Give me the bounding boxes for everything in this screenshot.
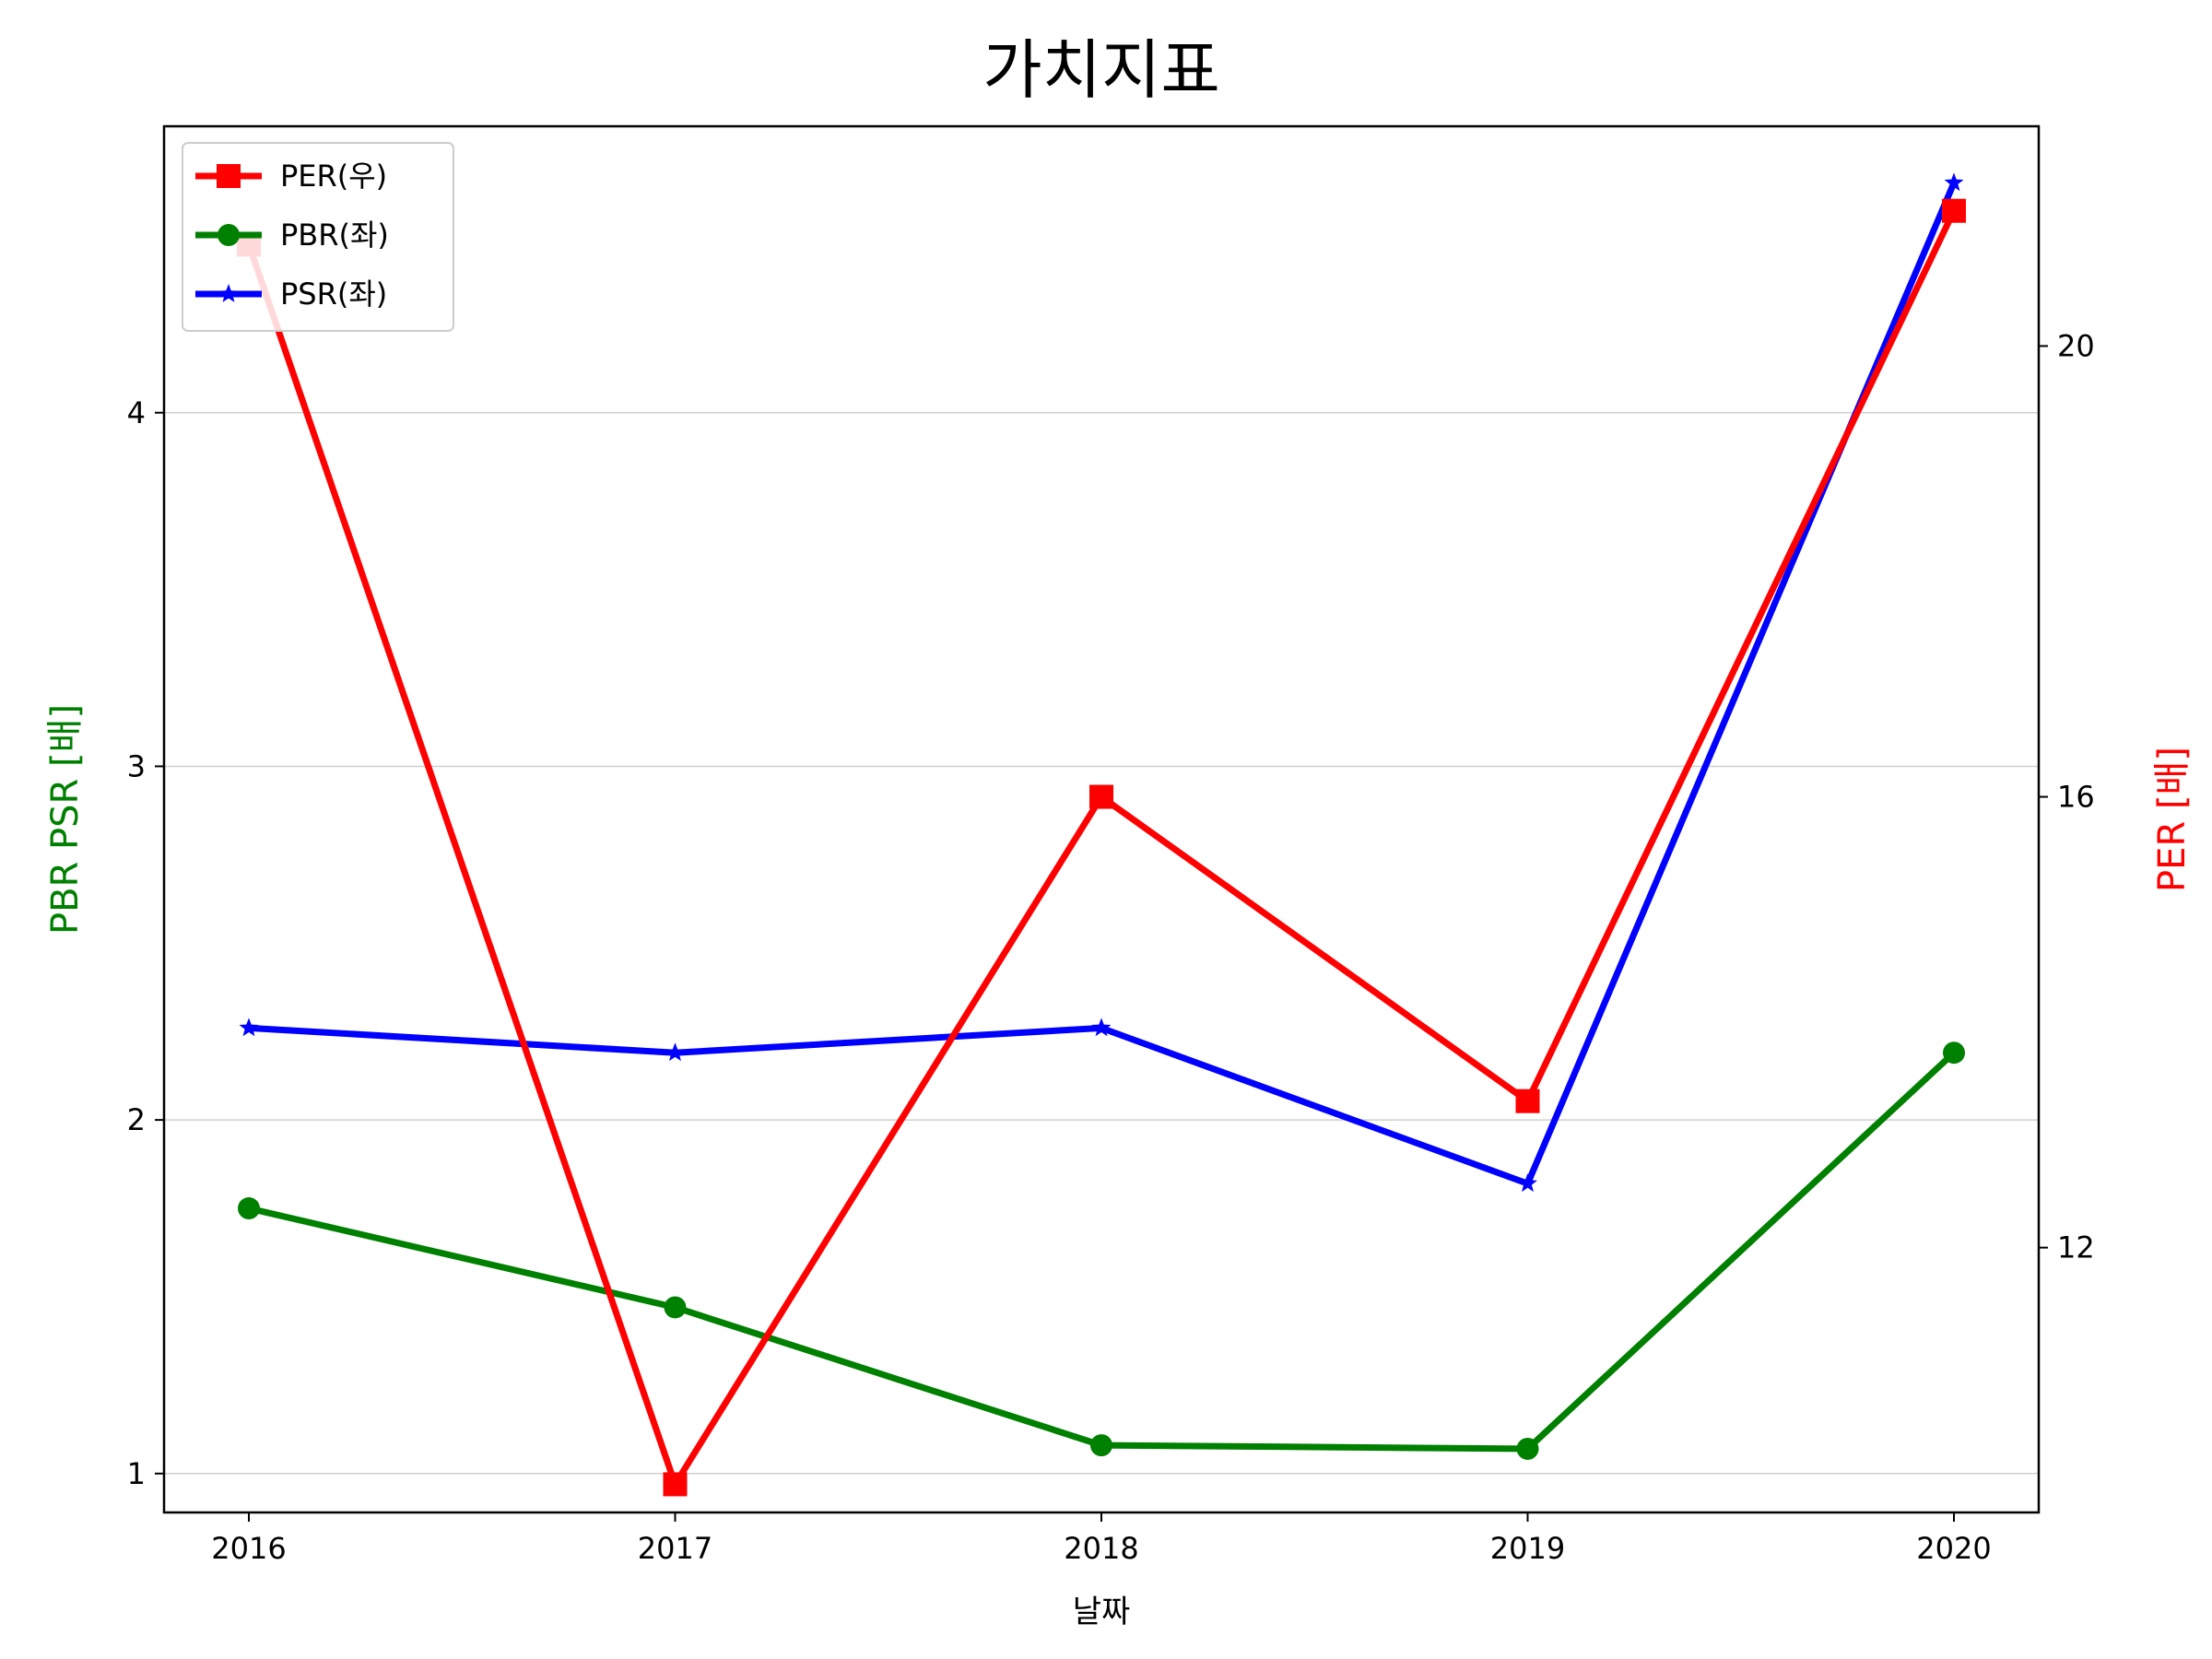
right-axis: 12 16 20	[2039, 328, 2095, 1265]
series-PSR(좌)	[239, 172, 1964, 1193]
right-tick-label-20: 20	[2057, 328, 2095, 363]
point-PBR(좌)-2019	[1516, 1437, 1539, 1460]
left-axis: 1 2 3 4	[127, 395, 164, 1491]
point-PSR(좌)-2020	[1944, 172, 1964, 192]
legend: PER(우) PBR(좌) PSR(좌)	[182, 142, 454, 332]
legend-box	[182, 142, 454, 332]
x-tick-label-2016: 2016	[211, 1531, 286, 1566]
y-axis-label-right: PER [배]	[2151, 747, 2194, 892]
right-tick-label-12: 12	[2057, 1230, 2095, 1265]
x-axis-label: 날짜	[1073, 1594, 1131, 1630]
legend-marker-PBR(좌)	[218, 224, 240, 246]
x-tick-label-2020: 2020	[1916, 1531, 1991, 1566]
chart-title: 가치지표	[982, 32, 1220, 108]
point-PSR(좌)-2018	[1091, 1018, 1112, 1037]
grid	[164, 412, 2039, 1475]
left-tick-label-3: 3	[127, 748, 146, 783]
point-PER(우)-2017	[663, 1472, 688, 1497]
point-PSR(좌)-2019	[1518, 1173, 1537, 1193]
point-PBR(좌)-2020	[1943, 1041, 1965, 1065]
x-tick-label-2017: 2017	[638, 1531, 712, 1566]
left-tick-label-1: 1	[127, 1456, 146, 1491]
legend-label-PER(우): PER(우)	[280, 159, 387, 194]
point-PSR(좌)-2017	[665, 1042, 685, 1062]
point-PSR(좌)-2016	[239, 1018, 259, 1037]
left-tick-label-2: 2	[127, 1102, 146, 1137]
legend-marker-PER(우)	[217, 164, 241, 188]
point-PBR(좌)-2017	[664, 1296, 687, 1319]
x-tick-label-2019: 2019	[1490, 1531, 1565, 1566]
y-axis-label-left: PBR PSR [배]	[44, 704, 87, 935]
point-PER(우)-2020	[1942, 198, 1966, 223]
x-tick-label-2018: 2018	[1064, 1531, 1138, 1566]
legend-label-PSR(좌): PSR(좌)	[280, 276, 387, 312]
point-PBR(좌)-2016	[238, 1197, 260, 1220]
series-PBR(좌)	[238, 1041, 1965, 1460]
point-PBR(좌)-2018	[1090, 1434, 1112, 1457]
point-PER(우)-2018	[1089, 784, 1113, 809]
x-axis: 2016 2017 2018 2019 2020	[211, 1512, 1992, 1566]
right-tick-label-16: 16	[2057, 780, 2095, 815]
legend-label-PBR(좌): PBR(좌)	[280, 218, 389, 253]
legend-marker-PSR(좌)	[218, 284, 239, 302]
point-PER(우)-2019	[1515, 1088, 1540, 1113]
left-tick-label-4: 4	[127, 395, 146, 430]
